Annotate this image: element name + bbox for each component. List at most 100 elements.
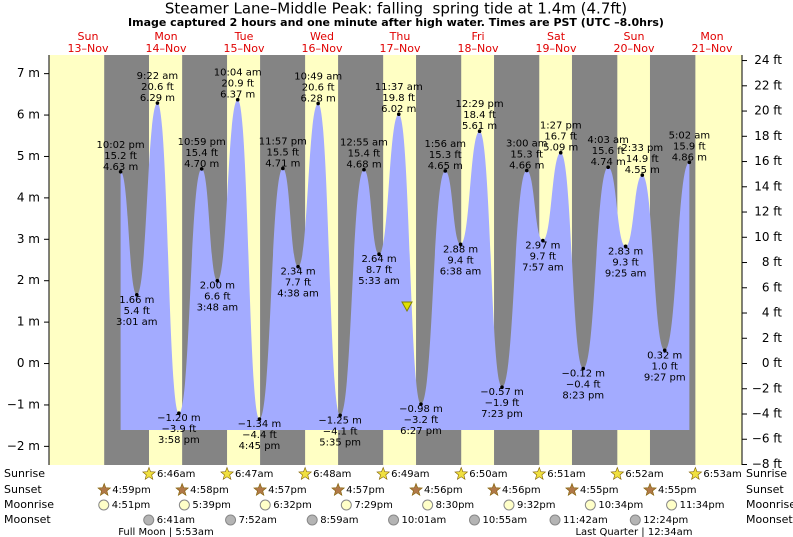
tide-label: 6.28 m [301,93,336,104]
sunset-time: 4:59pm [112,485,151,496]
tide-label: 4.71 m [265,158,300,169]
weekday-label: Mon [154,30,177,43]
moonrise-time: 5:39pm [192,500,231,511]
tide-label: 6.6 ft [204,292,230,303]
tide-label: −1.9 ft [485,398,520,409]
y2-tick-label: −8 ft [752,457,783,471]
tide-label: 5.4 ft [124,306,150,317]
sunrise-icon [532,466,547,480]
sunrise-icon [220,466,234,480]
tide-point [338,413,342,418]
tide-area [120,99,690,431]
y2-tick-label: −6 ft [752,432,783,446]
tide-point [396,112,401,117]
tide-point [296,264,300,269]
tide-label: 4.74 m [591,157,626,168]
sunset-time: 4:57pm [268,485,307,496]
moonset-time: 10:01am [402,515,447,526]
sunset-time: 4:56pm [502,485,541,496]
sunset-time: 4:55pm [580,485,619,496]
tide-label: 12:55 am [340,138,388,149]
tide-label: 7:57 am [522,263,564,274]
tide-label: 2.00 m [200,281,235,292]
weekday-label: Fri [471,30,484,43]
tide-label: 2.34 m [280,267,315,278]
chart-subtitle: Image captured 2 hours and one minute af… [128,16,664,29]
sunrise-time: 6:51am [547,469,585,480]
tide-label: 5:02 am [669,130,711,141]
weekday-label: Sun [78,30,99,43]
tide-label: 9:22 am [137,71,179,82]
tide-label: 18.4 ft [463,110,496,121]
tide-label: 20.6 ft [302,82,335,93]
tide-label: 12:29 pm [456,99,504,110]
row-label: Sunset [4,483,42,496]
sunrise-time: 6:47am [235,469,273,480]
tide-label: 2.83 m [608,246,643,257]
date-label: 16–Nov [302,42,343,55]
moonrise-icon [422,499,434,511]
moon-phase-note: Last Quarter | 12:34am [575,527,692,537]
moonrise-icon [503,499,515,511]
sunset-icon [487,482,501,496]
tide-label: 4:45 pm [239,441,281,452]
sunrise-time: 6:50am [469,469,507,480]
tide-label: 10:04 am [214,68,262,79]
tide-point [362,167,366,172]
tide-label: 1:27 pm [540,121,582,132]
tide-label: 4.70 m [184,159,219,170]
sunrise-icon [454,466,469,480]
tide-point [419,402,423,406]
tide-label: −0.98 m [399,404,443,415]
tide-point [477,129,482,134]
sunset-icon [643,482,657,496]
date-label: 20–Nov [614,42,655,55]
y-tick-label: 4 m [17,190,40,204]
tide-label: 3:00 am [506,139,548,150]
sunrise-time: 6:52am [625,469,663,480]
moonset-time: 11:42am [563,515,608,526]
tide-point [235,97,240,102]
moonrise-icon [259,499,271,511]
tide-label: −0.57 m [480,387,524,398]
tide-label: 4.66 m [509,161,544,172]
moonset-time: 6:41am [157,515,195,526]
sunrise-icon [610,466,625,480]
tide-label: −4.4 ft [242,430,277,441]
tide-point [135,292,139,297]
tide-label: 20.6 ft [141,82,174,93]
tide-label: −3.2 ft [404,415,439,426]
tide-label: 7:23 pm [481,409,523,420]
tide-label: −4.1 ft [323,426,358,437]
sunrise-time: 6:49am [391,469,429,480]
tide-label: 7.7 ft [285,278,311,289]
sunrise-time: 6:53am [703,469,741,480]
date-label: 17–Nov [380,42,421,55]
tide-label: 9.4 ft [447,255,473,266]
moonset-time: 7:52am [239,515,277,526]
tide-label: 1.0 ft [652,361,678,372]
date-label: 21–Nov [692,42,733,55]
tide-label: 1:56 am [425,139,467,150]
moonset-time: 12:24pm [643,515,688,526]
tide-label: 15.3 ft [429,150,462,161]
y2-tick-label: −2 ft [752,381,783,395]
tide-label: 2:33 pm [621,143,663,154]
moonrise-time: 9:32pm [517,500,556,511]
tide-label: 11:37 am [375,82,423,93]
tide-label: 5:33 am [358,276,400,287]
tide-point [524,168,529,173]
y2-tick-label: 20 ft [754,104,782,118]
sunrise-time: 6:48am [313,469,351,480]
date-label: 18–Nov [458,42,499,55]
row-label: Moonset [746,513,793,526]
sunset-icon [409,482,423,496]
moonrise-time: 7:29pm [354,500,393,511]
tide-point [177,411,181,416]
tide-label: 9:25 am [605,268,647,279]
y-tick-label: 2 m [17,273,40,287]
moonset-icon [306,514,318,526]
tide-label: 4.68 m [346,160,381,171]
y2-tick-label: 24 ft [754,53,782,67]
date-label: 13–Nov [68,42,109,55]
